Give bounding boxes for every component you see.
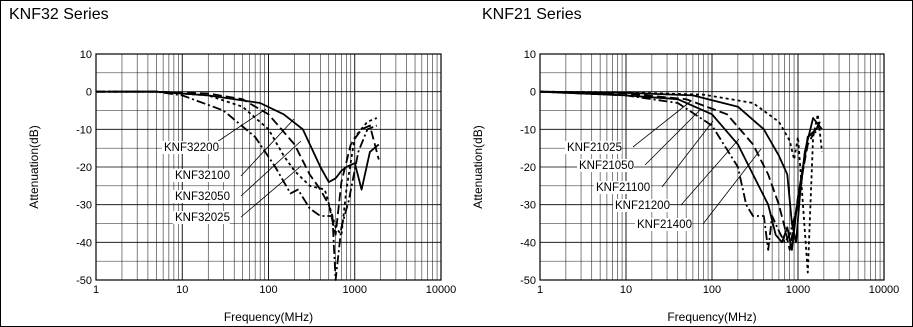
leader-line: [702, 148, 762, 225]
label-bg: [173, 169, 230, 182]
y-tick-label: 0: [86, 87, 92, 99]
series-label-knf21400: KNF21400: [637, 219, 692, 231]
series-label-knf21025: KNF21025: [567, 142, 622, 154]
x-tick-label: 1: [537, 284, 543, 296]
label-bg: [565, 141, 622, 154]
x-tick-label: 10000: [426, 284, 457, 296]
series-line-knf32050: [96, 90, 378, 236]
label-bg: [594, 181, 651, 194]
chart-title-knf21: KNF21 Series: [482, 6, 582, 23]
plot-frame: [539, 53, 885, 281]
chart-0: 100-10-20-30-40-501 10 100 1000 10000Frequen…: [27, 49, 456, 324]
y-tick-label: -30: [520, 200, 536, 212]
label-bg: [173, 211, 230, 224]
series-line-knf32200: [96, 90, 380, 191]
x-tick-label: 100: [703, 284, 721, 296]
chart-1: 100-10-20-30-40-501 10 100 1000 10000Frequen…: [471, 49, 899, 324]
y-tick-label: 0: [530, 87, 536, 99]
series-line-knf32025: [96, 90, 378, 281]
y-tick-label: -50: [520, 275, 536, 287]
x-tick-label: 1000: [786, 284, 810, 296]
series-line-knf21100: [539, 90, 821, 251]
series-label-knf32050: KNF32050: [175, 191, 230, 203]
label-bg: [577, 159, 634, 172]
y-axis-label: Attenuation(dB): [471, 125, 485, 208]
label-bg: [173, 190, 230, 203]
leader-line: [240, 165, 302, 218]
series-label-knf32025: KNF32025: [175, 212, 230, 224]
series-label-knf21200: KNF21200: [615, 200, 670, 212]
y-axis-label: Attenuation(dB): [27, 125, 41, 208]
y-tick-label: -30: [76, 200, 92, 212]
series-label-knf21100: KNF21100: [596, 182, 650, 194]
series-label-knf32200: KNF32200: [164, 142, 219, 154]
y-tick-label: -10: [520, 124, 536, 136]
y-tick-label: -50: [76, 275, 92, 287]
label-bg: [635, 218, 692, 231]
series-line-knf32100: [96, 90, 380, 236]
leader-line: [644, 108, 702, 166]
series-label-knf21050: KNF21050: [579, 160, 634, 172]
series-line-knf21200: [539, 90, 823, 244]
x-tick-label: 100: [259, 284, 277, 296]
series-line-knf21400: [539, 90, 823, 274]
leader-line: [240, 140, 302, 197]
x-tick-label: 1000: [343, 284, 367, 296]
y-tick-label: -40: [520, 237, 536, 249]
label-bg: [162, 141, 219, 154]
chart-title-knf32: KNF32 Series: [9, 6, 109, 23]
leader-line: [240, 118, 295, 177]
x-tick-label: 10: [176, 284, 188, 296]
y-tick-label: -40: [76, 237, 92, 249]
y-tick-label: -20: [520, 162, 536, 174]
leader-line: [680, 138, 740, 206]
x-tick-label: 10000: [869, 284, 900, 296]
leader-line: [210, 108, 267, 147]
series-label-knf32100: KNF32100: [175, 170, 230, 182]
label-bg: [613, 199, 670, 212]
y-tick-label: 10: [80, 49, 92, 61]
x-axis-label: Frequency(MHz): [224, 310, 313, 324]
y-tick-label: -10: [76, 124, 92, 136]
x-axis-label: Frequency(MHz): [667, 310, 756, 324]
x-tick-label: 10: [620, 284, 632, 296]
y-tick-label: -20: [76, 162, 92, 174]
series-line-knf21050: [539, 90, 821, 251]
y-tick-label: 10: [524, 49, 536, 61]
x-tick-label: 1: [93, 284, 99, 296]
leader-line: [661, 120, 714, 188]
leader-line: [632, 100, 692, 148]
plot-frame: [95, 53, 442, 281]
